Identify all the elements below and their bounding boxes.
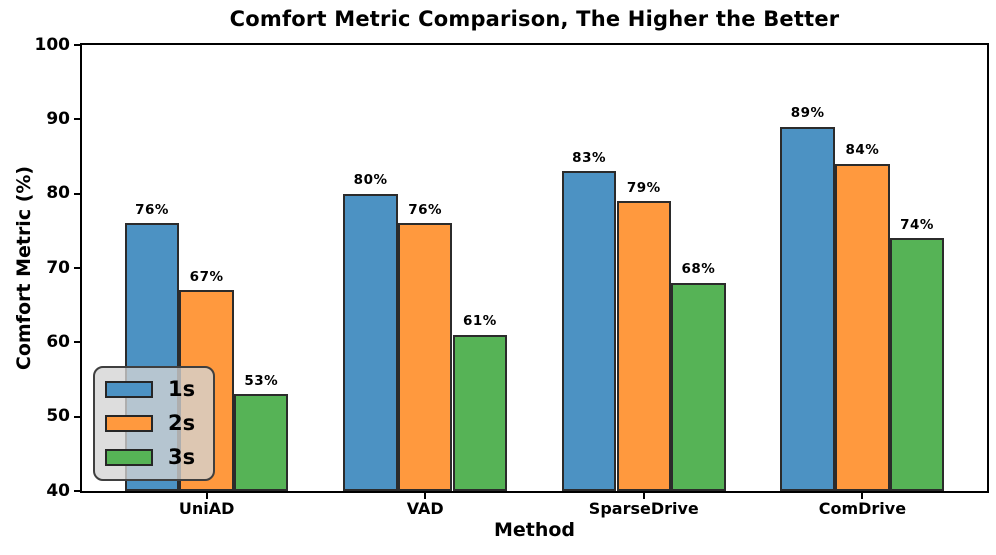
legend-label: 1s [168, 377, 196, 401]
bar-SparseDrive-1s [561, 171, 617, 491]
bar-ComDrive-1s [780, 126, 835, 491]
bar-VAD-2s [397, 223, 453, 491]
y-tick-mark [74, 415, 80, 418]
y-tick-label: 80 [46, 183, 70, 204]
y-tick-label: 50 [46, 406, 70, 427]
x-tick-mark [861, 493, 864, 499]
bar-VAD-1s [343, 193, 398, 491]
y-tick-label: 70 [46, 257, 70, 278]
y-tick-label: 60 [46, 331, 70, 352]
x-tick-mark [205, 493, 208, 499]
bar-value-label: 83% [572, 149, 606, 166]
bar-SparseDrive-3s [671, 282, 726, 491]
y-tick-label: 40 [46, 480, 70, 501]
bar-value-label: 76% [408, 201, 443, 218]
bar-value-label: 61% [462, 313, 497, 330]
bar-value-label: 76% [135, 201, 169, 218]
plot-area: 76% 80% 83% 89% 67% 76% 79% 84% 53% 61% 68% 74% [80, 43, 989, 493]
y-tick-mark [74, 192, 80, 195]
bar-VAD-3s [452, 334, 508, 491]
bar-ComDrive-3s [889, 238, 945, 491]
x-axis-label: Method [493, 519, 576, 541]
bar-UniAD-3s [233, 394, 289, 491]
y-tick-label: 90 [46, 108, 70, 129]
y-tick-mark [74, 490, 80, 492]
legend-item-3s: 3s [105, 447, 203, 468]
legend-item-1s: 1s [105, 379, 203, 400]
bar-value-label: 79% [626, 179, 661, 196]
x-tick-label-ComDrive: ComDrive [818, 499, 907, 518]
x-tick-mark [642, 493, 645, 499]
x-tick-mark [424, 493, 427, 499]
y-tick-mark [74, 118, 80, 121]
legend-item-2s: 2s [105, 413, 203, 434]
legend-label: 2s [168, 411, 196, 435]
chart-title: Comfort Metric Comparison, The Higher th… [229, 7, 840, 31]
bar-value-label: 80% [353, 172, 388, 189]
x-tick-label-UniAD: UniAD [178, 499, 235, 518]
x-tick-label-SparseDrive: SparseDrive [588, 499, 699, 518]
y-tick-mark [74, 341, 80, 344]
legend-swatch-icon [105, 381, 153, 398]
bar-value-label: 67% [189, 268, 224, 285]
legend-swatch-icon [105, 415, 153, 432]
legend: 1s 2s 3s [93, 366, 215, 481]
legend-label: 3s [168, 445, 196, 469]
y-tick-mark [74, 44, 80, 46]
y-tick-mark [74, 267, 80, 269]
x-tick-label-VAD: VAD [406, 499, 444, 518]
y-tick-label: 100 [34, 34, 71, 55]
legend-swatch-icon [105, 449, 153, 466]
bar-value-label: 68% [681, 261, 716, 278]
bar-value-label: 89% [790, 105, 825, 122]
bar-ComDrive-2s [835, 163, 890, 491]
bar-value-label: 53% [244, 372, 279, 389]
bar-value-label: 74% [900, 216, 934, 233]
bar-value-label: 84% [845, 142, 880, 159]
bar-SparseDrive-2s [616, 201, 672, 491]
